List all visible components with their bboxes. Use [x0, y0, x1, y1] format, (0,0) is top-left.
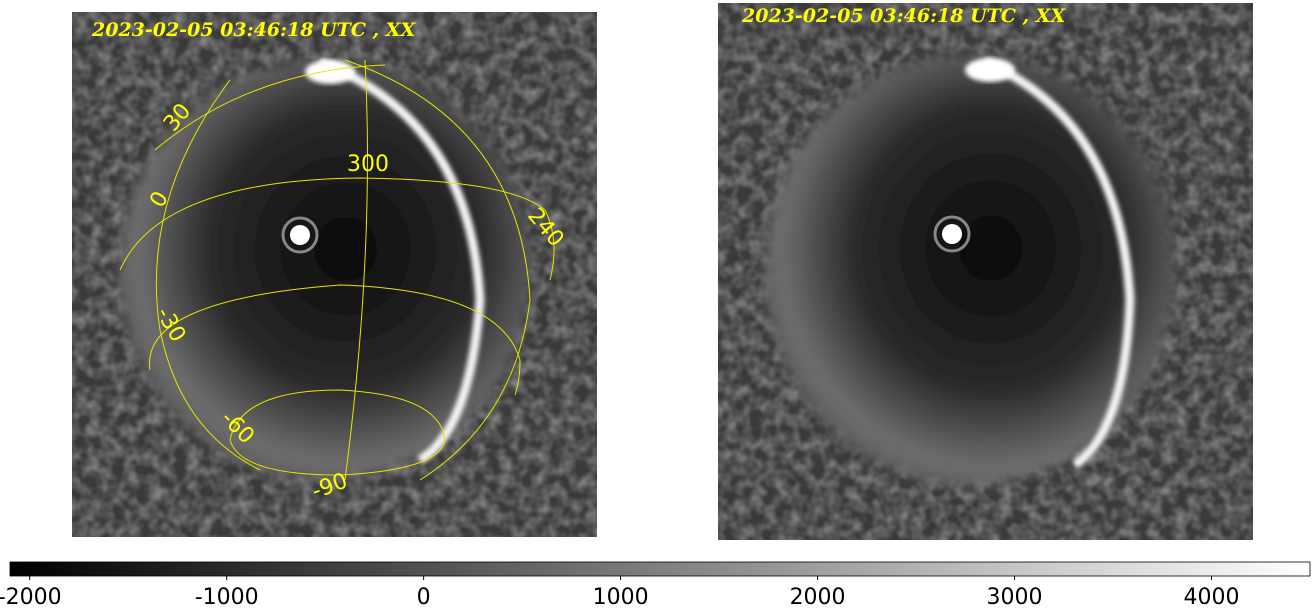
page: 2023-02-05 03:46:18 UTC , XX 30 0 300 24…: [0, 0, 1313, 612]
panel-title: 2023-02-05 03:46:18 UTC , XX: [741, 5, 1067, 27]
colorbar: [10, 562, 1310, 576]
colorbar-tick-label: -2000: [0, 585, 62, 610]
left-image: [72, 12, 597, 537]
grid-label: 300: [347, 152, 389, 177]
right-image: [718, 3, 1253, 540]
figure: 2023-02-05 03:46:18 UTC , XX 30 0 300 24…: [0, 0, 1313, 612]
colorbar-tick-label: 2000: [790, 585, 846, 610]
panel-title: 2023-02-05 03:46:18 UTC , XX: [91, 19, 417, 41]
colorbar-tick-label: -1000: [195, 585, 259, 610]
colorbar-tick-label: 0: [417, 585, 431, 610]
colorbar-tick-label: 3000: [987, 585, 1043, 610]
colorbar-tick-label: 4000: [1184, 585, 1240, 610]
colorbar-tick-label: 1000: [593, 585, 649, 610]
